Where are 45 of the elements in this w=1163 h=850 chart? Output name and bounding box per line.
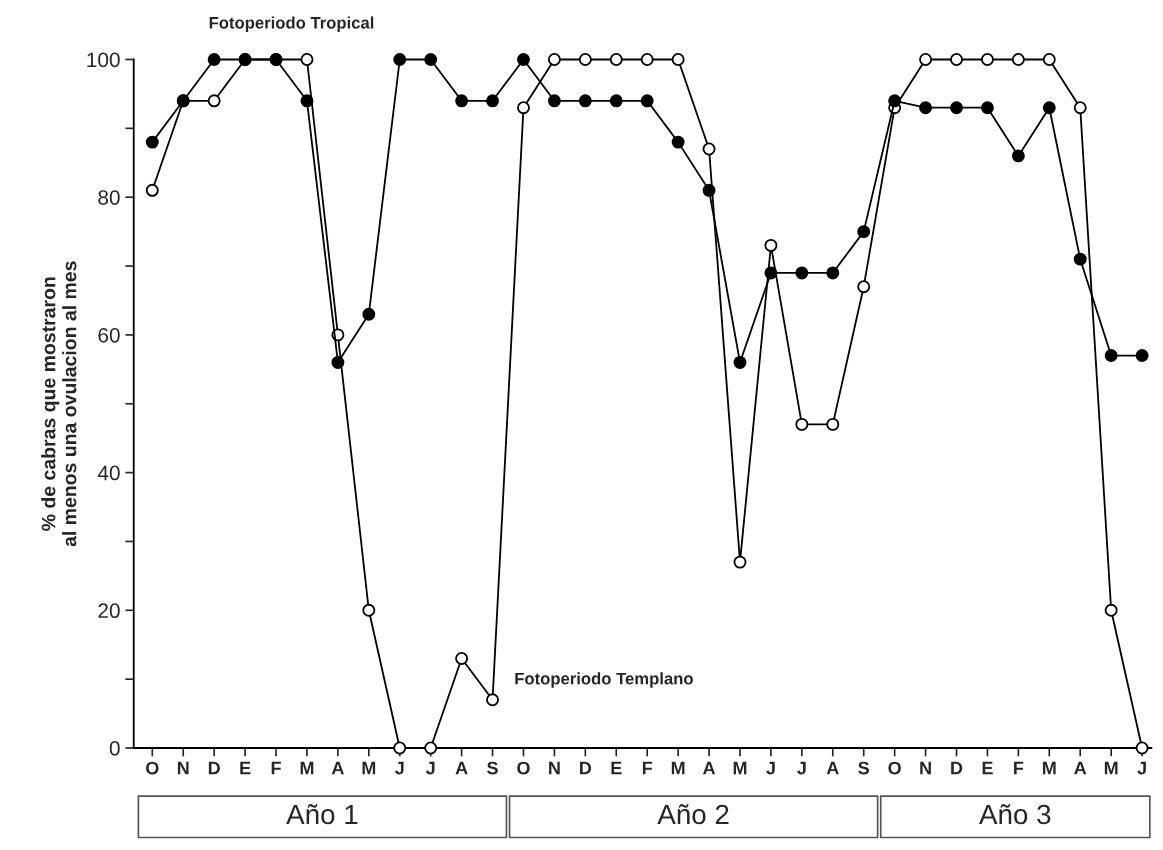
- x-tick-label: M: [1042, 761, 1056, 775]
- y-tick-label: 20: [98, 603, 120, 619]
- x-tick-label: F: [642, 761, 653, 775]
- x-tick-label: N: [920, 761, 931, 775]
- x-tick-label: M: [300, 761, 314, 775]
- x-tick-label: J: [425, 761, 435, 775]
- series-label: Fotoperiodo Templano: [515, 672, 693, 688]
- x-tick-label: D: [208, 761, 220, 775]
- x-tick-label: E: [982, 761, 993, 775]
- x-tick-label: S: [858, 761, 870, 775]
- series-label: Fotoperiodo Tropical: [209, 16, 374, 32]
- y-tick-label: 100: [87, 52, 120, 68]
- y-tick-label: 0: [109, 741, 120, 756]
- x-tick-label: J: [1137, 761, 1146, 775]
- x-tick-label: J: [766, 761, 775, 775]
- text: Año 2: [657, 804, 729, 825]
- x-tick-label: M: [671, 761, 685, 775]
- y-tick-label: 60: [98, 327, 120, 343]
- x-tick-label: O: [517, 761, 530, 775]
- x-tick-label: A: [331, 761, 344, 775]
- y-tick-label: 80: [98, 190, 120, 205]
- x-tick-label: A: [702, 761, 716, 775]
- x-tick-label: N: [549, 761, 560, 775]
- x-tick-label: D: [580, 761, 592, 775]
- x-tick-label: J: [395, 761, 404, 775]
- x-tick-label: A: [1074, 761, 1087, 775]
- x-tick-label: A: [826, 761, 839, 775]
- text: Año 1: [286, 804, 358, 825]
- x-tick-label: S: [487, 761, 498, 775]
- x-tick-label: F: [1014, 761, 1024, 775]
- y-tick-label: 40: [97, 465, 120, 481]
- y-axis-title: % de cabras que mostraron al menos una ovulacion al mes: [41, 261, 77, 547]
- x-tick-label: M: [733, 761, 747, 775]
- x-tick-label: O: [146, 761, 159, 775]
- x-tick-label: N: [177, 761, 189, 775]
- text: Año 3: [979, 804, 1051, 825]
- x-tick-label: M: [362, 761, 376, 775]
- x-tick-label: J: [797, 761, 806, 775]
- x-tick-label: F: [271, 761, 281, 775]
- x-tick-label: O: [888, 761, 901, 775]
- x-tick-label: D: [951, 761, 963, 775]
- x-tick-label: A: [455, 761, 468, 775]
- x-tick-label: E: [240, 761, 251, 775]
- x-tick-label: M: [1104, 761, 1118, 775]
- x-tick-label: E: [611, 761, 622, 775]
